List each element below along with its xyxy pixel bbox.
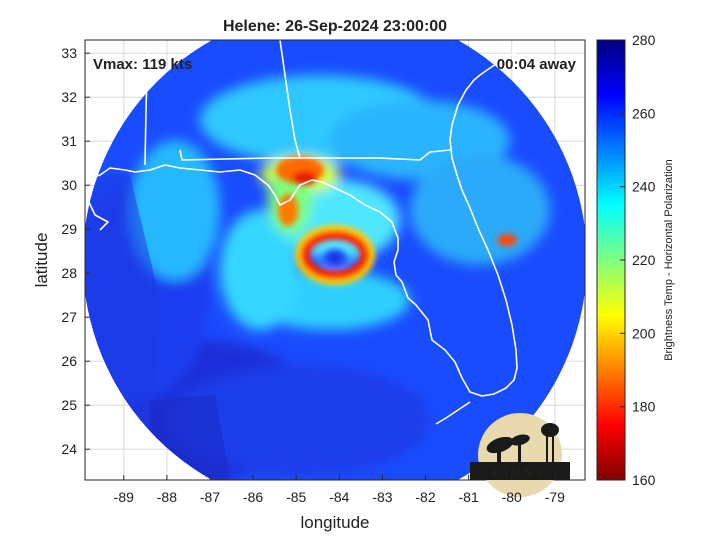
y-tick-label: 32: [61, 89, 77, 105]
x-tick-label: -85: [286, 489, 306, 505]
x-tick-label: -86: [243, 489, 263, 505]
colorbar-tick-label: 260: [632, 105, 656, 121]
colorbar: 160 180 200 220 240 260 280 Brightness Temp - …: [596, 32, 675, 488]
x-tick-label: -80: [502, 489, 522, 505]
band-east-cyan: [410, 155, 550, 265]
brightness-temp-swath: [85, 40, 585, 480]
time-offset-label: 00:04 away: [497, 56, 577, 73]
louisiana-coast: [85, 139, 109, 231]
band-southwest-cyan: [220, 210, 300, 330]
logo-dish-icon: [486, 434, 530, 464]
coastlines: [85, 40, 549, 425]
colorbar-tick-label: 220: [632, 252, 656, 268]
y-tick-label: 28: [61, 265, 77, 281]
x-tick-label: -84: [329, 489, 349, 505]
x-tick-label: -82: [415, 489, 435, 505]
colorbar-tick-label: 180: [632, 399, 656, 415]
axes-frame: [84, 39, 586, 481]
x-tick-label: -79: [545, 489, 565, 505]
x-axis-label: longitude: [300, 513, 369, 532]
florida-keys: [435, 401, 471, 425]
colorbar-tick-labels: 160 180 200 220 240 260 280: [620, 32, 656, 488]
x-tick-label: -89: [114, 489, 134, 505]
florida-state-border: [179, 149, 451, 161]
x-tick-label: -83: [372, 489, 392, 505]
x-tick-label: -87: [200, 489, 220, 505]
y-tick-label: 25: [61, 397, 77, 413]
y-tick-label: 33: [61, 45, 77, 61]
georgia-coast: [479, 40, 549, 76]
alabama-mississippi-border: [144, 40, 149, 166]
x-tick-labels: -89 -88 -87 -86 -85 -84 -83 -82 -81 -80 -79: [114, 475, 565, 505]
logo-water-tower-icon: [541, 423, 559, 462]
hotspot-north-red: [293, 171, 317, 185]
y-tick-label: 31: [61, 133, 77, 149]
hotspot-east-red: [497, 234, 517, 246]
colorbar-label: Brightness Temp - Horizontal Polarizatio…: [663, 159, 675, 361]
y-axis-label: latitude: [32, 233, 51, 288]
logo-text: CIMSS: [493, 467, 548, 479]
y-tick-label: 26: [61, 353, 77, 369]
swath-gulf-south: [170, 365, 430, 475]
logo-ground: [470, 462, 570, 480]
colorbar-tick-label: 240: [632, 179, 656, 195]
alabama-georgia-border: [279, 40, 301, 159]
vmax-label: Vmax: 119 kts: [93, 56, 192, 73]
band-northwest-cyan: [130, 140, 220, 280]
x-tick-label: -88: [157, 489, 177, 505]
y-tick-labels: 24 25 26 27 28 29 30 31 32 33: [61, 45, 90, 457]
colorbar-tick-label: 160: [632, 472, 656, 488]
y-tick-label: 30: [61, 177, 77, 193]
cimss-logo: CIMSS: [470, 413, 570, 497]
y-tick-label: 29: [61, 221, 77, 237]
eyewall-ring: [300, 230, 370, 280]
chart-title: Helene: 26-Sep-2024 23:00:00: [223, 18, 447, 35]
colorbar-tick-label: 280: [632, 32, 656, 48]
y-tick-label: 24: [61, 441, 77, 457]
y-tick-label: 27: [61, 309, 77, 325]
hotspot-coast-orange: [278, 194, 298, 226]
x-tick-label: -81: [459, 489, 479, 505]
gulf-coastline: [85, 74, 518, 397]
plot-area: Vmax: 119 kts 00:04 away CIMSS -89 -88 -87…: [61, 39, 586, 505]
eye-dark: [329, 253, 341, 263]
colorbar-tick-label: 200: [632, 325, 656, 341]
